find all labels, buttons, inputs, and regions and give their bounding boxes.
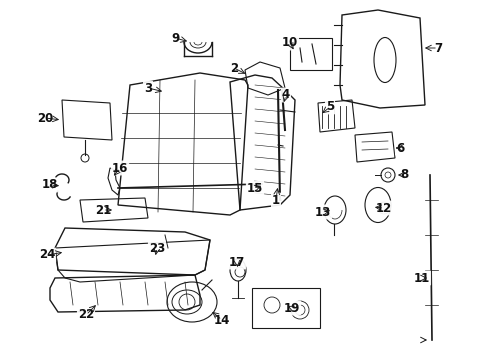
Text: 3: 3 <box>144 81 152 94</box>
Text: 4: 4 <box>282 89 290 102</box>
Text: 19: 19 <box>284 302 300 315</box>
Text: 11: 11 <box>414 271 430 284</box>
Text: 21: 21 <box>95 203 111 216</box>
Text: 20: 20 <box>37 112 53 125</box>
Text: 9: 9 <box>171 31 179 45</box>
Text: 1: 1 <box>272 194 280 207</box>
Text: 24: 24 <box>39 248 55 261</box>
Text: 15: 15 <box>247 181 263 194</box>
Text: 12: 12 <box>376 202 392 215</box>
Text: 13: 13 <box>315 206 331 219</box>
Text: 17: 17 <box>229 256 245 269</box>
Text: 6: 6 <box>396 141 404 154</box>
Text: 23: 23 <box>149 242 165 255</box>
Text: 2: 2 <box>230 62 238 75</box>
Text: 5: 5 <box>326 100 334 113</box>
Text: 16: 16 <box>112 162 128 175</box>
Text: 10: 10 <box>282 36 298 49</box>
Text: 7: 7 <box>434 41 442 54</box>
Text: 22: 22 <box>78 309 94 321</box>
Text: 8: 8 <box>400 168 408 181</box>
Text: 18: 18 <box>42 179 58 192</box>
Text: 14: 14 <box>214 314 230 327</box>
